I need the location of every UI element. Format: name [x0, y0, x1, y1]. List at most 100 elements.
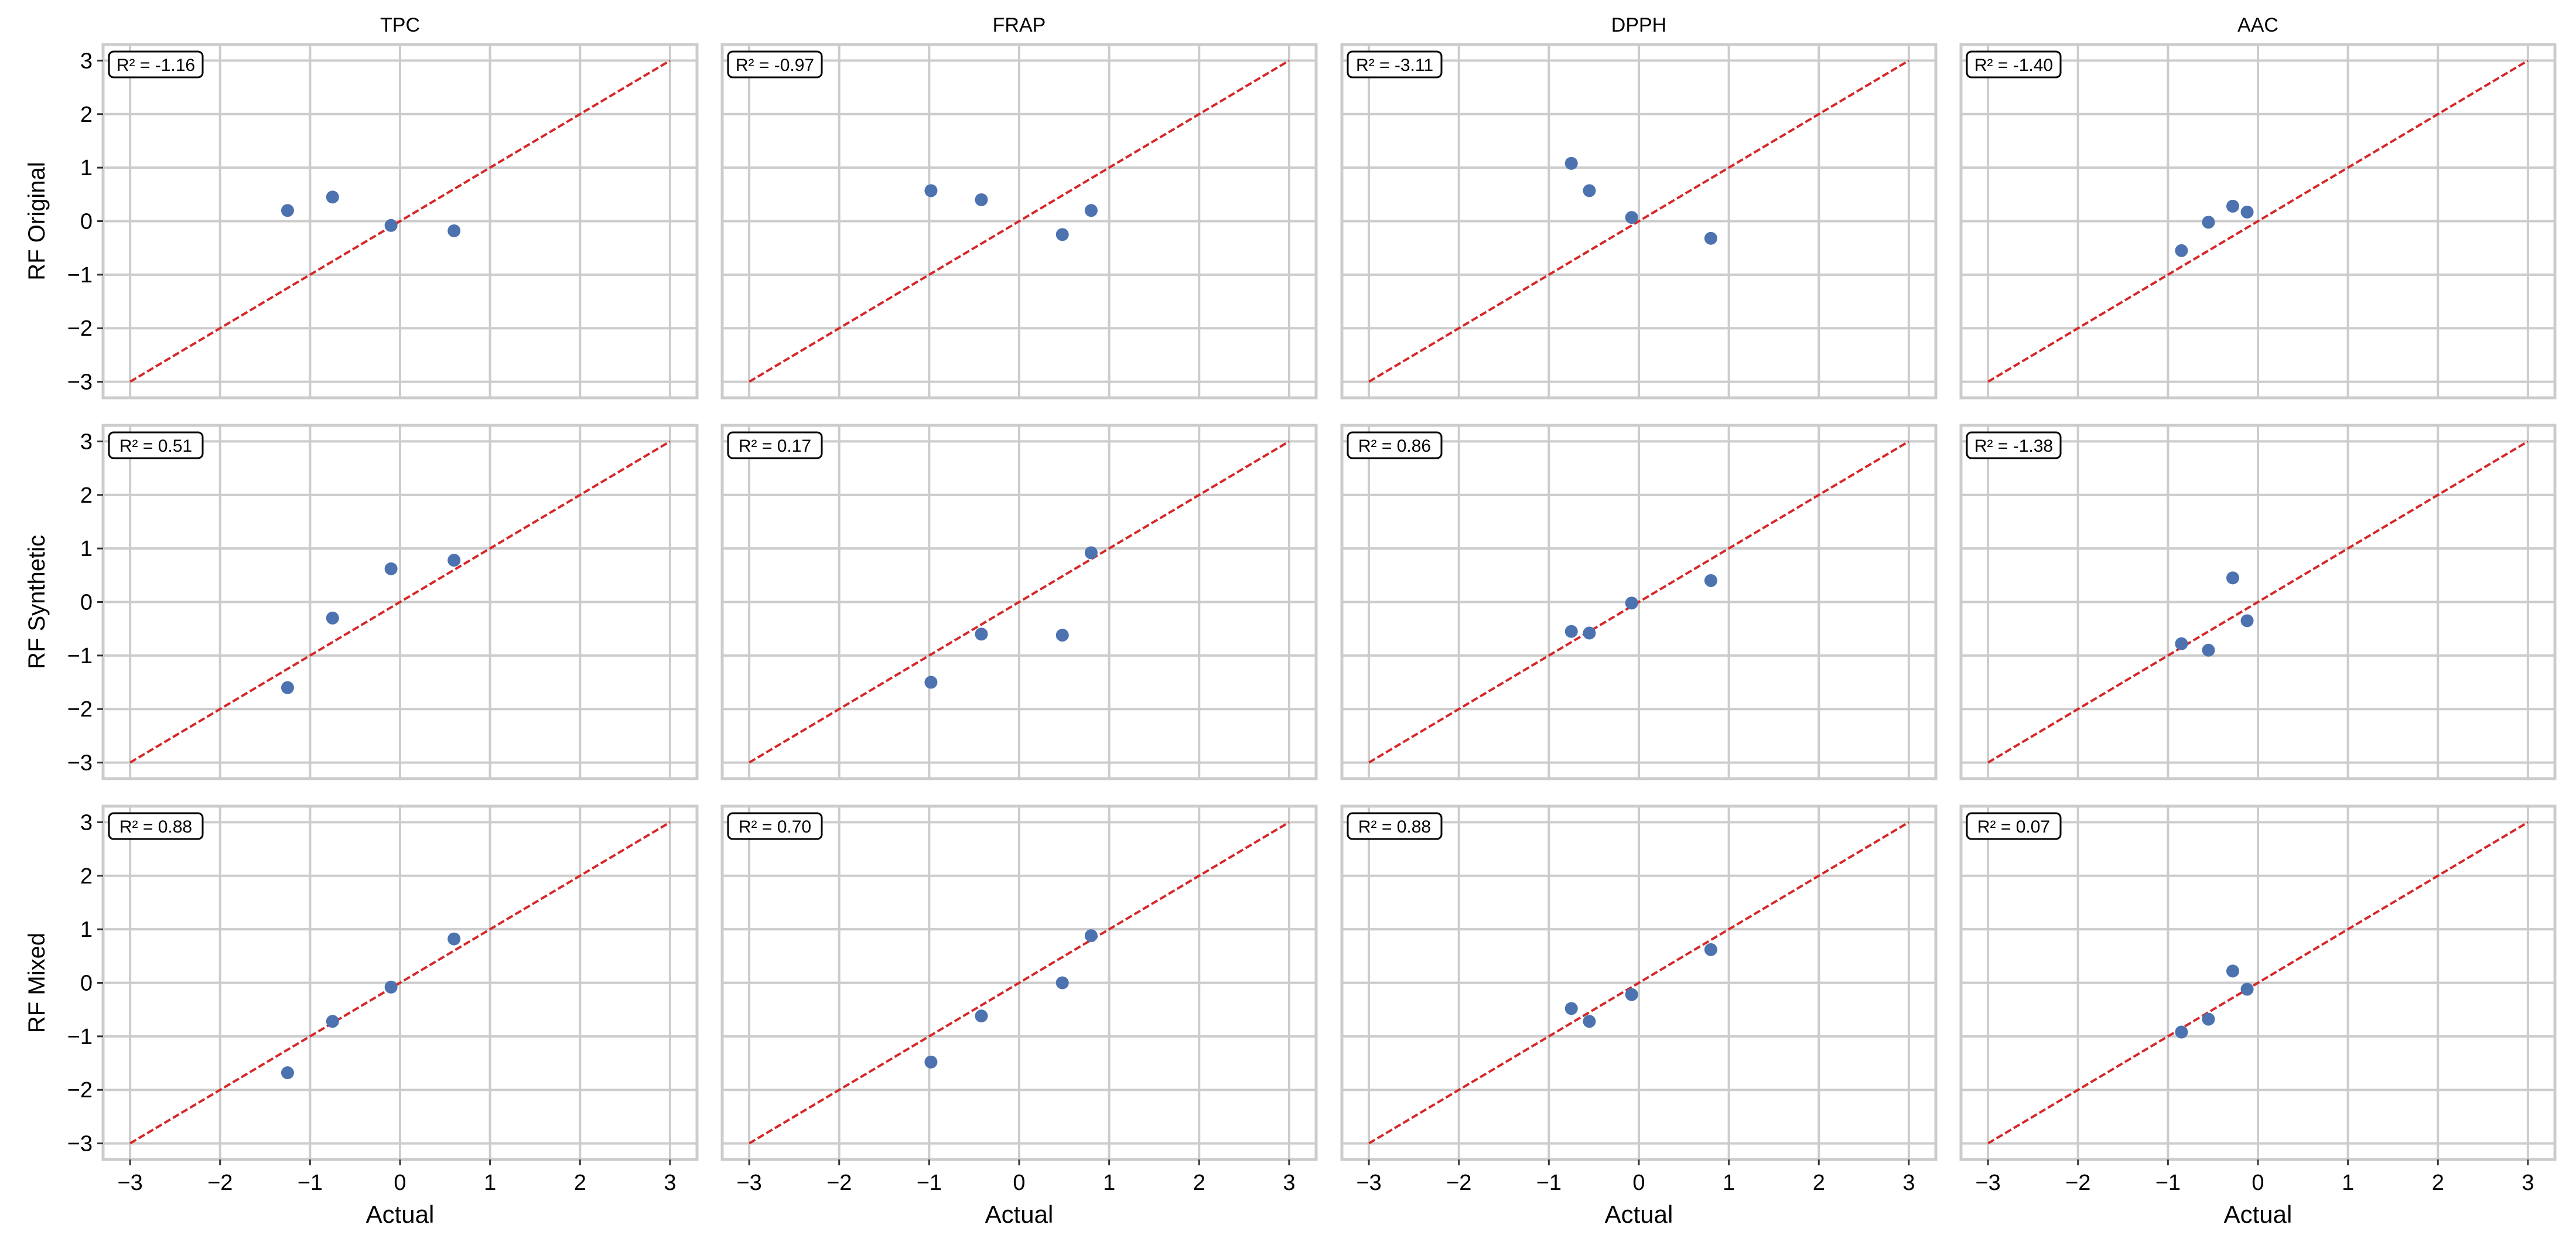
panel-rf-original-tpc: R² = -1.16 −3 −2 −1 0 1 2 3 — [67, 43, 699, 400]
data-point — [1704, 574, 1717, 587]
x-tick-label: 0 — [2252, 1171, 2264, 1195]
panel-frame — [720, 424, 1318, 780]
data-point — [975, 1009, 988, 1023]
y-tick-label: −2 — [67, 316, 93, 341]
r2-badge: R² = 0.17 — [727, 431, 823, 459]
r2-annotation: R² = 0.86 — [1358, 436, 1431, 456]
data-point — [1564, 625, 1578, 638]
data-point — [447, 224, 461, 237]
x-tick-label: 3 — [1283, 1171, 1295, 1195]
x-tick-label: 1 — [1103, 1171, 1115, 1195]
y-tick-label: 3 — [80, 49, 93, 73]
y-tick-label: 2 — [80, 103, 93, 127]
data-point — [1055, 629, 1069, 642]
data-point — [924, 184, 938, 197]
x-axis-label: Actual — [985, 1200, 1054, 1228]
r2-badge-box — [1966, 431, 2062, 459]
data-point — [1625, 596, 1638, 610]
r2-badge: R² = -1.38 — [1966, 431, 2062, 459]
r2-badge-box — [1966, 50, 2062, 79]
x-tick-label: 0 — [1013, 1171, 1025, 1195]
data-point — [2175, 244, 2188, 257]
x-tick-label: 2 — [1813, 1171, 1825, 1195]
data-point — [1564, 156, 1578, 170]
data-point — [1583, 184, 1596, 197]
data-point — [2240, 614, 2254, 627]
r2-annotation: R² = 0.88 — [119, 817, 192, 837]
panel-rf-original-aac: R² = -1.40 — [1959, 43, 2557, 400]
panel-frame — [1340, 424, 1938, 780]
data-point — [924, 676, 938, 689]
x-tick-label: 2 — [1193, 1171, 1205, 1195]
y-tick-label: 0 — [80, 591, 93, 615]
data-point — [1055, 976, 1069, 990]
column-title-dpph: DPPH — [1611, 14, 1666, 36]
data-point — [326, 611, 339, 625]
data-point — [924, 1055, 938, 1069]
column-title-frap: FRAP — [993, 14, 1046, 36]
panel-rf-mixed-dpph: R² = 0.88 −3 −2 −1 0 1 2 3 Actual — [1340, 804, 1938, 1228]
data-point — [975, 193, 988, 206]
panel-rf-original-dpph: R² = -3.11 — [1340, 43, 1938, 400]
data-point — [384, 562, 398, 575]
y-tick-label: 3 — [80, 429, 93, 454]
identity-reference-line — [1368, 440, 1909, 764]
x-tick-label: −3 — [1356, 1171, 1381, 1195]
identity-reference-line — [749, 440, 1290, 764]
y-tick-label: −1 — [67, 1025, 93, 1049]
panel-rf-mixed-frap: R² = 0.70 −3 −2 −1 0 1 2 3 Actual — [720, 804, 1318, 1228]
r2-badge-box — [727, 50, 823, 79]
r2-badge-box — [1347, 431, 1443, 459]
r2-badge-box — [1966, 812, 2062, 840]
r2-badge: R² = 0.51 — [108, 431, 204, 459]
identity-reference-line — [1987, 440, 2529, 764]
panel-rf-synthetic-tpc: R² = 0.51 −3 −2 −1 0 1 2 3 — [67, 424, 699, 780]
x-tick-label: 3 — [664, 1171, 676, 1195]
x-axis-label: Actual — [366, 1200, 435, 1228]
y-tick-label: 1 — [80, 537, 93, 561]
x-tick-label: −1 — [298, 1171, 323, 1195]
x-tick-label: 1 — [484, 1171, 496, 1195]
r2-badge-box — [727, 431, 823, 459]
data-point — [326, 1015, 339, 1028]
identity-reference-line — [749, 59, 1290, 383]
identity-reference-line — [1368, 821, 1909, 1145]
x-tick-label: 3 — [1902, 1171, 1915, 1195]
panel-frame — [720, 43, 1318, 400]
r2-annotation: R² = 0.17 — [739, 436, 811, 456]
panel-frame — [1959, 43, 2557, 400]
x-tick-label: −1 — [1536, 1171, 1562, 1195]
data-point — [2226, 199, 2239, 213]
y-tick-label: 3 — [80, 810, 93, 835]
r2-annotation: R² = 0.07 — [1977, 817, 2050, 837]
r2-annotation: R² = -1.16 — [117, 56, 195, 75]
x-tick-label: 2 — [574, 1171, 586, 1195]
x-tick-label: −1 — [917, 1171, 942, 1195]
r2-badge-box — [727, 812, 823, 840]
x-tick-label: 1 — [2342, 1171, 2354, 1195]
data-point — [281, 1066, 294, 1079]
data-point — [975, 627, 988, 641]
data-point — [2240, 205, 2254, 219]
identity-reference-line — [129, 821, 671, 1145]
panel-rf-mixed-tpc: R² = 0.88 −3 −2 −1 0 1 2 3 −3 −2 −1 0 1 2 3 Actual — [67, 804, 699, 1228]
data-point — [2226, 964, 2239, 978]
data-point — [1564, 1002, 1578, 1015]
y-tick-label: −3 — [67, 1132, 93, 1157]
data-point — [2202, 216, 2215, 229]
data-point — [1583, 626, 1596, 640]
identity-reference-line — [749, 821, 1290, 1145]
row-label-rf-synthetic: RF Synthetic — [24, 535, 50, 669]
data-point — [2226, 571, 2239, 585]
identity-reference-line — [129, 59, 671, 383]
y-tick-label: −2 — [67, 1078, 93, 1103]
data-point — [1625, 988, 1638, 1001]
data-point — [281, 204, 294, 217]
y-tick-label: 1 — [80, 156, 93, 180]
r2-annotation: R² = -1.40 — [1974, 56, 2053, 75]
y-tick-label: 2 — [80, 864, 93, 889]
r2-badge-box — [108, 50, 204, 79]
x-tick-label: −2 — [207, 1171, 233, 1195]
x-axis-label: Actual — [2224, 1200, 2293, 1228]
data-point — [2202, 1012, 2215, 1026]
